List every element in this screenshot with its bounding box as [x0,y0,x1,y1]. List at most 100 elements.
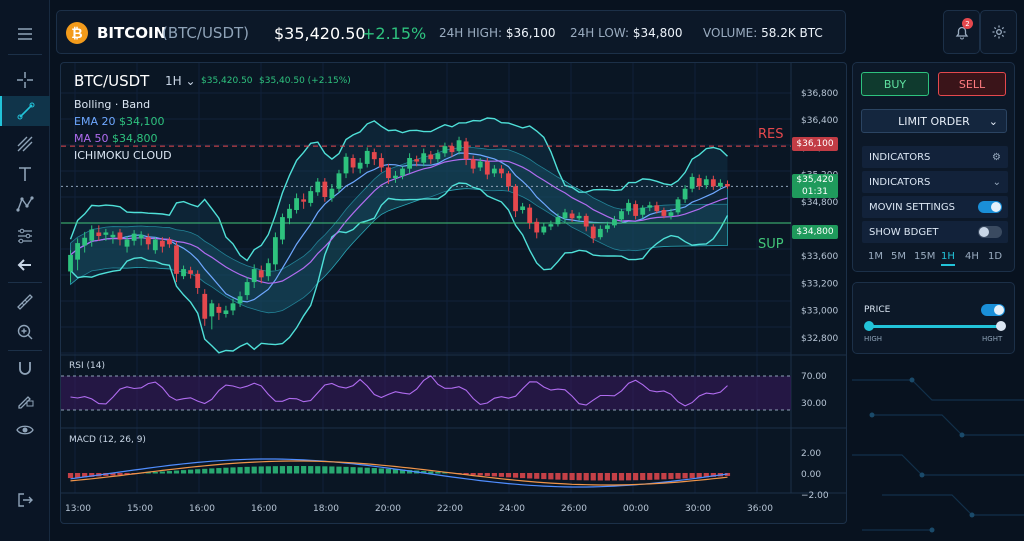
indicators-dropdown-row[interactable]: INDICATORS ⌄ [862,171,1008,193]
candle-body [386,167,391,179]
time-tick-label: 00:00 [623,504,649,514]
candle-body [569,213,575,219]
pattern-tool-icon[interactable] [12,192,38,216]
timeframe-1h[interactable]: 1H [941,251,955,266]
candle-body [258,270,264,278]
candle-body [216,306,222,313]
price-range-min-handle[interactable] [864,321,874,331]
logout-icon[interactable] [12,488,38,512]
timeframe-1m[interactable]: 1M [868,251,883,262]
timeframe-15m[interactable]: 15M [914,251,936,262]
macd-histogram-bar [406,470,413,474]
notifications-button[interactable]: 2 [943,10,980,54]
candle-body [308,191,314,203]
zoom-in-icon[interactable] [12,320,38,344]
macd-histogram-bar [421,471,427,474]
candle-body [590,226,596,239]
candle-body [576,215,582,219]
moving-settings-toggle[interactable] [978,201,1002,213]
bitcoin-icon: ₿ [66,22,88,44]
candle-body [682,188,688,200]
macd-histogram-bar [293,466,300,474]
text-tool-icon[interactable] [12,162,38,186]
menu-icon[interactable] [12,22,38,46]
macd-histogram-bar [625,473,632,481]
buy-button[interactable]: BUY [861,72,929,96]
candle-body [378,158,384,168]
candle-body [710,179,716,187]
candle-body [251,269,257,283]
macd-histogram-bar [633,473,639,481]
legend-ema: EMA 20 $34,100 [74,115,165,128]
drawing-toolbar [0,0,50,541]
candle-body [612,219,617,226]
macd-histogram-bar [110,473,116,476]
time-tick-label: 13:00 [65,504,91,514]
price-tick-label: $34,800 [801,198,838,208]
candle-body [661,210,667,216]
settings-button[interactable] [980,10,1017,54]
price-range-track[interactable] [869,325,1001,328]
macd-histogram-bar [668,473,674,480]
show-budget-row[interactable]: SHOW BDGET [862,221,1008,243]
candle-body [619,211,624,220]
indicators-settings-row[interactable]: INDICATORS ⚙ [862,146,1008,168]
price-range-max-handle[interactable] [996,321,1006,331]
arrow-left-icon[interactable] [12,253,38,277]
trend-line-icon[interactable] [0,96,50,126]
macd-histogram-bar [286,466,293,474]
ruler-icon[interactable] [12,290,38,314]
bollinger-fill [70,117,728,353]
price-chart[interactable]: $36,800$36,400$35,600$35,200$34,800$34,4… [61,63,847,524]
candle-body [167,239,172,245]
fib-tool-icon[interactable] [12,132,38,156]
candle-body [675,199,681,213]
candle-body [527,207,533,223]
resistance-price-tag: $36,100 [792,137,838,151]
candle-body [541,226,547,233]
timeframe-5m[interactable]: 5M [891,251,906,262]
lock-drawing-icon[interactable] [12,388,38,412]
show-budget-toggle[interactable] [978,226,1002,238]
price-tick-label: $33,600 [801,252,838,262]
candle-body [428,154,434,160]
macd-histogram-bar [604,473,610,481]
rsi-tick-label: 30.00 [801,399,827,409]
candle-body [209,303,215,317]
macd-histogram-bar [180,470,187,474]
low-stat: 24H LOW: $34,800 [570,26,683,40]
macd-signal-line [70,460,728,486]
price-tick-label: $36,400 [801,116,838,126]
eye-icon[interactable] [12,418,38,442]
sell-button[interactable]: SELL [938,72,1006,96]
chart-panel[interactable]: $36,800$36,400$35,600$35,200$34,800$34,4… [60,62,847,524]
crosshair-icon[interactable] [12,68,38,92]
settings-sliders-icon[interactable] [12,224,38,248]
time-tick-label: 26:00 [561,504,587,514]
candle-body [583,215,589,227]
macd-histogram-bar [491,473,497,477]
interval-select[interactable]: 1H ⌄ [165,74,196,88]
timeframe-4h[interactable]: 4H [965,251,979,262]
order-type-select[interactable]: LIMIT ORDER ⌄ [861,109,1007,133]
macd-histogram-bar [378,468,384,474]
macd-histogram-bar [611,473,618,481]
candle-body [174,245,179,274]
macd-histogram-bar [647,473,653,480]
timeframe-1d[interactable]: 1D [988,251,1003,262]
macd-histogram-bar [555,473,561,480]
candle-body [315,181,321,193]
price-range-toggle[interactable] [981,304,1005,316]
macd-histogram-bar [322,466,328,474]
candle-body [272,237,278,265]
time-tick-label: 18:00 [313,504,339,514]
circuit-decoration [852,377,1024,533]
moving-settings-row[interactable]: MOVIN SETTINGS [862,196,1008,218]
macd-histogram-bar [223,467,229,474]
time-tick-label: 24:00 [499,504,525,514]
time-tick-label: 36:00 [747,504,773,514]
macd-histogram-bar [89,473,95,477]
candle-body [131,233,137,241]
magnet-icon[interactable] [12,356,38,380]
candle-body [322,181,328,197]
